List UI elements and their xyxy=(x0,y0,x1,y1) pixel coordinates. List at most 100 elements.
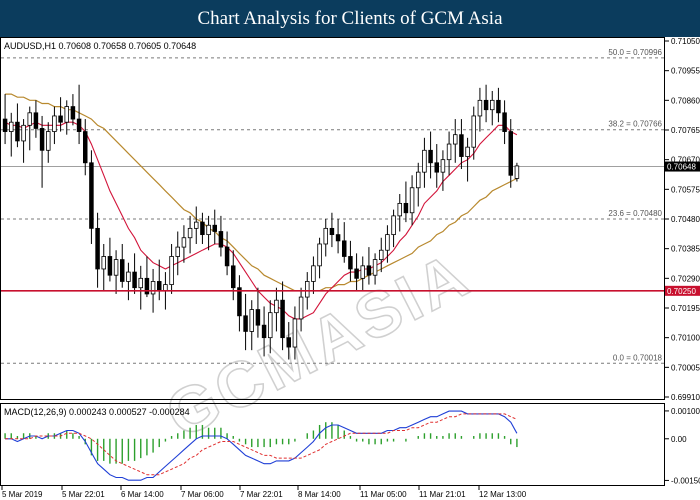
candle-body xyxy=(163,284,168,292)
candle-body xyxy=(8,121,14,132)
candle-body xyxy=(286,337,291,348)
candle-body xyxy=(156,281,162,292)
current-price-label: 0.70648 xyxy=(667,163,696,172)
fibonacci-levels: 50.0 = 0.70996 38.2 = 0.70766 23.6 = 0.704… xyxy=(1,48,664,364)
candle-body xyxy=(120,259,125,282)
time-tick-label: 11 Mar 05:00 xyxy=(360,490,407,499)
candle-body xyxy=(46,131,51,151)
fib-level-label: 50.0 = 0.70996 xyxy=(608,48,662,57)
candle-body xyxy=(477,99,483,117)
candle-body xyxy=(144,277,150,295)
macd-main-line xyxy=(5,410,518,481)
time-tick-label: 5 Mar 22:01 xyxy=(62,490,105,499)
support-price-label: 0.70250 xyxy=(667,287,696,296)
current-price-tag xyxy=(665,161,700,172)
price-tick-label: 0.70005 xyxy=(671,363,700,372)
candle-body xyxy=(15,121,20,142)
candle-body xyxy=(502,112,507,132)
price-tick-label: 0.69910 xyxy=(671,393,700,402)
macd-tick-label: 0.001008 xyxy=(671,407,700,416)
time-tick-label: 6 Mar 14:00 xyxy=(121,490,164,499)
price-tick-label: 0.70290 xyxy=(671,274,700,283)
candle-body xyxy=(465,146,470,157)
candle-body xyxy=(76,118,82,132)
candle-body xyxy=(89,162,94,229)
support-price-tag xyxy=(665,285,700,296)
time-tick-label: 8 Mar 14:00 xyxy=(298,490,341,499)
candle-body xyxy=(508,131,513,176)
candle-body xyxy=(354,268,359,279)
candle-body xyxy=(304,281,310,298)
candle-body xyxy=(200,221,205,236)
candle-body xyxy=(95,227,100,270)
fib-level-label: 23.6 = 0.70480 xyxy=(608,209,662,218)
fast-moving-average-line-continued xyxy=(202,124,518,320)
candle-body xyxy=(348,256,353,270)
candle-body xyxy=(280,299,285,339)
candle-body xyxy=(255,309,261,326)
candle-body xyxy=(483,99,489,111)
support-line-layer: 0.70250 xyxy=(1,285,700,296)
macd-panel-frame xyxy=(0,403,665,486)
candle-body xyxy=(218,231,224,248)
candle-body xyxy=(261,324,267,339)
price-tick-label: 0.70100 xyxy=(671,334,700,343)
time-tick-label: 11 Mar 21:01 xyxy=(419,490,466,499)
candle-body xyxy=(113,259,119,276)
candle-body xyxy=(514,165,520,179)
candle-body xyxy=(471,115,476,148)
candle-body xyxy=(132,271,137,289)
time-tick-label: 7 Mar 06:00 xyxy=(181,490,224,499)
candle-body xyxy=(335,234,341,242)
candle-body xyxy=(64,106,70,123)
price-tick-label: 0.70480 xyxy=(671,215,700,224)
candle-body xyxy=(187,227,193,239)
candle-body xyxy=(212,224,217,232)
candle-body xyxy=(459,134,464,157)
candle-body xyxy=(489,99,495,111)
chart-title-banner: Chart Analysis for Clients of GCM Asia xyxy=(0,0,700,37)
candlestick-series xyxy=(2,84,520,360)
price-axis: 0.71050 0.70955 0.70860 0.70765 0.70670 0.705… xyxy=(665,37,700,402)
candle-body xyxy=(169,256,174,285)
candle-body xyxy=(329,227,335,236)
candle-body xyxy=(323,227,328,245)
candle-body xyxy=(360,265,365,279)
candle-body xyxy=(452,134,458,145)
candle-body xyxy=(428,149,433,164)
candle-body xyxy=(440,159,446,173)
price-panel-frame xyxy=(0,37,665,400)
candle-body xyxy=(237,287,242,317)
candle-body xyxy=(21,124,26,142)
price-tick-label: 0.70765 xyxy=(671,126,700,135)
candle-body xyxy=(107,256,113,276)
candle-body xyxy=(243,315,248,332)
candle-body xyxy=(292,318,298,348)
candle-body xyxy=(274,299,279,314)
price-tick-label: 0.70575 xyxy=(671,185,700,194)
slow-moving-average-line xyxy=(5,93,518,292)
candle-body xyxy=(249,309,254,332)
candle-body xyxy=(101,256,107,270)
candle-body xyxy=(2,118,8,132)
candle-body xyxy=(39,128,45,151)
candle-body xyxy=(341,240,347,257)
price-tick-label: 0.70670 xyxy=(671,156,700,165)
macd-tick-label: -0.001507 xyxy=(671,476,700,485)
price-tick-label: 0.70955 xyxy=(671,67,700,76)
candle-body xyxy=(317,243,322,267)
candle-body xyxy=(224,246,230,267)
candle-body xyxy=(267,312,273,339)
candle-body xyxy=(70,106,76,120)
candle-body xyxy=(496,99,501,114)
fib-level-label: 38.2 = 0.70766 xyxy=(608,120,662,129)
macd-header: MACD(12,26,9) 0.000243 0.000527 -0.00028… xyxy=(4,407,190,417)
candle-body xyxy=(391,215,396,236)
price-tick-label: 0.70860 xyxy=(671,96,700,105)
time-axis: 5 Mar 2019 5 Mar 22:01 6 Mar 14:00 7 Mar 06… xyxy=(1,486,527,499)
candle-body xyxy=(422,149,427,173)
symbol-header: AUDUSD,H1 0.70608 0.70658 0.70605 0.7064… xyxy=(4,41,196,51)
candle-body xyxy=(138,277,143,289)
candle-body xyxy=(58,115,63,123)
